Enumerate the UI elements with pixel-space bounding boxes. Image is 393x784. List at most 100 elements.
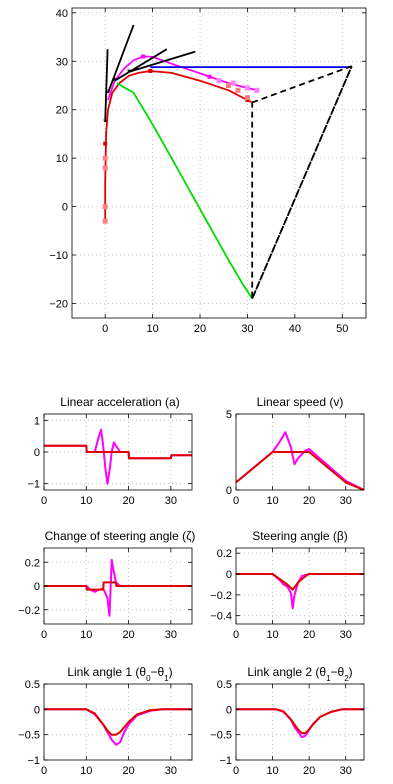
axes-box xyxy=(235,683,365,761)
series-line xyxy=(44,708,192,736)
x-tick-label: 30 xyxy=(165,495,177,507)
chart-speed: 0 10 20 30 0 5 Linear speed (v) xyxy=(226,395,365,507)
axes-box xyxy=(43,683,193,761)
y-tick-label: −0.2 xyxy=(18,605,40,617)
x-tick-label: 0 xyxy=(102,323,108,335)
y-tick-label: 0.2 xyxy=(25,557,40,569)
y-tick-label: 0.2 xyxy=(217,548,232,560)
x-tick-label: 10 xyxy=(266,495,278,507)
x-tick-label: 0 xyxy=(41,495,47,507)
chart-steer: 0 10 20 30 −0.4 −0.2 0 0.2 Steering angle (β) xyxy=(210,529,365,641)
trail-marker xyxy=(225,83,231,88)
trail-marker xyxy=(254,87,260,93)
trail-marker xyxy=(102,218,108,224)
x-tick-label: 30 xyxy=(241,323,253,335)
chart-title: Linear acceleration (a) xyxy=(60,395,179,409)
path-marker xyxy=(207,74,212,79)
trail-marker xyxy=(244,85,250,91)
series-line xyxy=(44,558,192,617)
axes-box xyxy=(71,7,367,319)
x-tick-label: 0 xyxy=(233,629,239,641)
y-tick-label: 30 xyxy=(56,56,68,68)
y-tick-label: −0.2 xyxy=(210,590,232,602)
plot-area xyxy=(236,431,364,490)
plot-area xyxy=(44,558,192,617)
chart-link1: 0 10 20 30 −1 −0.5 0 0.5 Link angle 1 (θ0−θ1) xyxy=(18,665,193,777)
x-tick-label: 0 xyxy=(41,629,47,641)
x-tick-label: 0 xyxy=(233,495,239,507)
point-marker: * xyxy=(113,76,118,88)
y-tick-label: 0 xyxy=(226,485,232,497)
x-tick-label: 50 xyxy=(336,323,348,335)
x-tick-label: 30 xyxy=(165,629,177,641)
x-tick-label: 10 xyxy=(266,765,278,777)
y-tick-label: −0.5 xyxy=(18,730,40,742)
axes-box xyxy=(235,547,365,625)
point-marker: * xyxy=(103,117,108,129)
y-tick-label: −1 xyxy=(27,755,40,767)
x-tick-label: 20 xyxy=(303,765,315,777)
x-tick-label: 30 xyxy=(340,765,352,777)
x-tick-label: 20 xyxy=(122,765,134,777)
x-tick-label: 10 xyxy=(266,629,278,641)
series-line xyxy=(251,65,353,300)
x-tick-label: 10 xyxy=(80,629,92,641)
x-tick-label: 20 xyxy=(303,495,315,507)
series-line xyxy=(236,708,364,735)
y-tick-label: −20 xyxy=(49,298,68,310)
y-tick-label: 0 xyxy=(62,202,68,214)
series-line xyxy=(251,65,353,299)
y-tick-label: 1 xyxy=(34,415,40,427)
chart-link2: 0 10 20 30 −1 −0.5 0 0.5 Link angle 2 (θ1−θ2) xyxy=(210,665,365,777)
plot-area xyxy=(44,708,192,746)
y-tick-label: 0 xyxy=(34,447,40,459)
y-tick-label: 5 xyxy=(226,409,232,421)
x-tick-label: 20 xyxy=(303,629,315,641)
x-tick-label: 30 xyxy=(340,629,352,641)
chart-title: Link angle 2 (θ1−θ2) xyxy=(247,665,352,683)
series-line xyxy=(236,708,364,739)
plot-area xyxy=(236,708,364,739)
path-marker xyxy=(103,141,108,146)
x-tick-label: 20 xyxy=(122,629,134,641)
x-tick-label: 10 xyxy=(146,323,158,335)
x-tick-label: 20 xyxy=(194,323,206,335)
series-line xyxy=(104,24,196,122)
series-line xyxy=(44,444,192,460)
y-tick-label: −1 xyxy=(219,755,232,767)
chart-title: Link angle 1 (θ0−θ1) xyxy=(67,665,172,683)
trail-marker xyxy=(244,95,250,101)
x-tick-label: 40 xyxy=(289,323,301,335)
series-line xyxy=(236,431,364,490)
trail-marker xyxy=(102,204,108,210)
series-line xyxy=(236,573,364,610)
trail-marker xyxy=(216,78,222,84)
path-marker xyxy=(148,68,153,73)
y-tick-label: 0.5 xyxy=(217,679,232,691)
y-tick-label: −10 xyxy=(49,250,68,262)
series-line xyxy=(236,451,364,490)
y-tick-label: 10 xyxy=(56,153,68,165)
plot-area xyxy=(44,428,192,485)
trail-marker xyxy=(102,155,108,161)
path-marker xyxy=(141,54,146,59)
x-tick-label: 30 xyxy=(340,495,352,507)
series-line xyxy=(116,82,253,300)
y-tick-label: −1 xyxy=(27,479,40,491)
trail-marker xyxy=(235,87,241,93)
series-line xyxy=(44,428,192,485)
x-tick-label: 0 xyxy=(41,765,47,777)
chart-title: Linear speed (v) xyxy=(257,395,344,409)
y-tick-label: −0.5 xyxy=(210,730,232,742)
y-tick-label: 0.5 xyxy=(25,679,40,691)
series-line xyxy=(44,581,192,591)
y-tick-label: 0 xyxy=(226,704,232,716)
x-tick-label: 30 xyxy=(165,765,177,777)
plot-area: **** xyxy=(102,24,353,300)
x-tick-label: 0 xyxy=(233,765,239,777)
trail-marker xyxy=(230,80,236,86)
